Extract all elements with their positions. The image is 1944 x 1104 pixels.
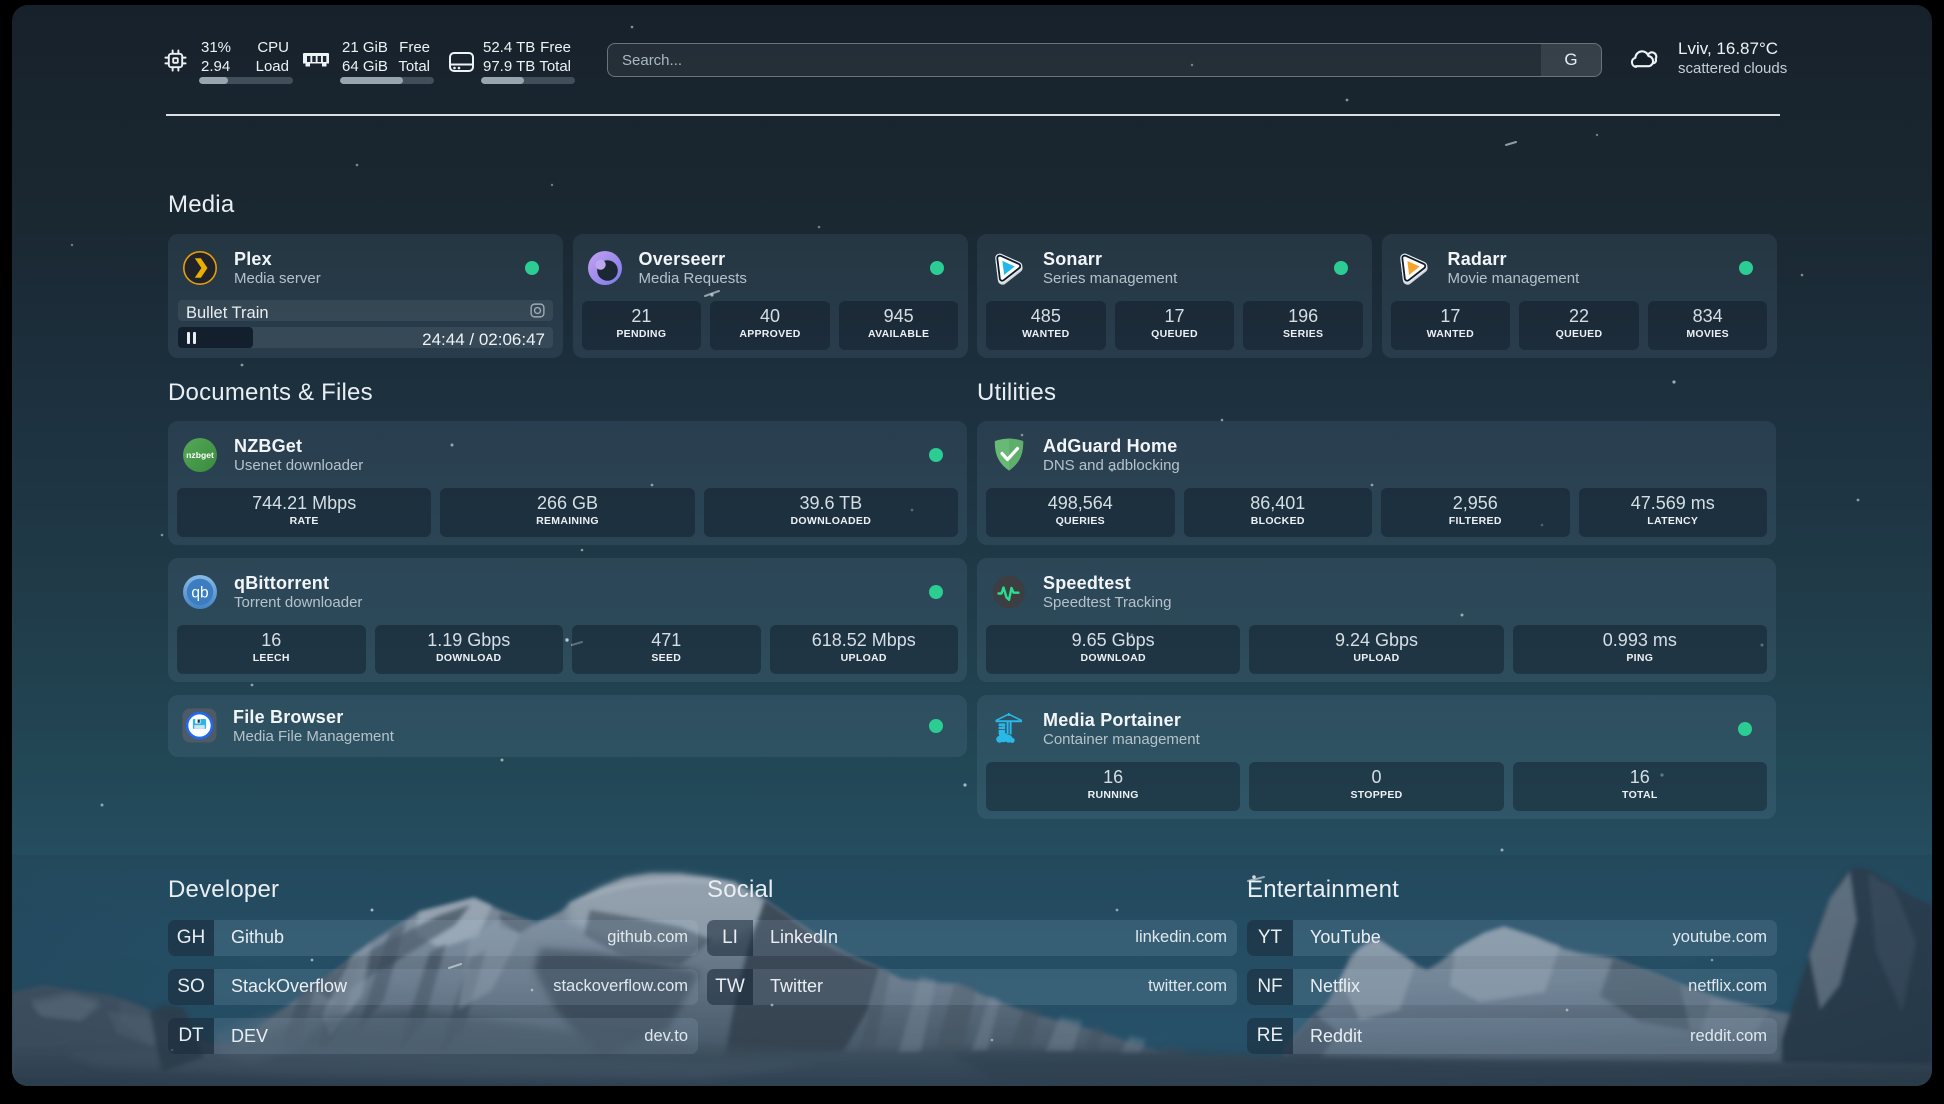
svg-text:qb: qb [191, 585, 208, 602]
svg-text:nzbget: nzbget [186, 450, 214, 460]
